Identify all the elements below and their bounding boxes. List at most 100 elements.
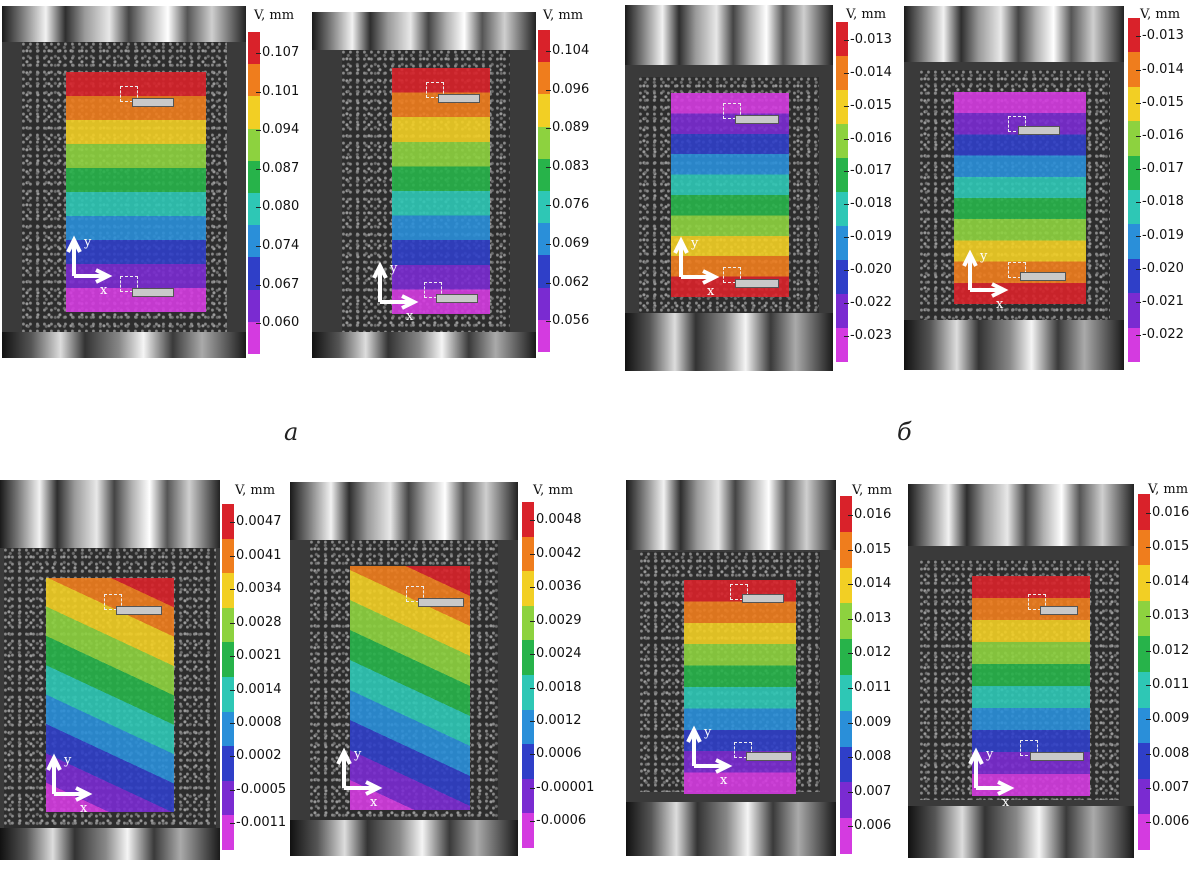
color-scale-segment <box>222 538 234 574</box>
color-scale-tick-label: -0.00001 <box>529 779 595 795</box>
axis-x-label: x <box>720 773 728 788</box>
color-scale-tick-label: 0.089 <box>545 120 590 136</box>
color-scale-segment <box>538 190 550 224</box>
gauge-label-tag <box>418 598 464 607</box>
color-scale-tick-label: 0.101 <box>255 83 300 99</box>
color-scale-tick-label: -0.014 <box>1136 61 1184 77</box>
color-scale-title: V, mm <box>1140 7 1181 22</box>
axis-y-label: y <box>389 261 398 276</box>
color-scale-segment <box>538 287 550 320</box>
gauge-point-marker <box>406 586 424 602</box>
color-scale-title: V, mm <box>254 8 295 23</box>
gauge-label-tag <box>1040 606 1078 615</box>
upper-platen <box>625 5 833 65</box>
color-scale-tick-label: -0.020 <box>844 262 892 278</box>
color-scale-tick-label: -0.014 <box>844 64 892 80</box>
axis-x-label: x <box>80 801 88 816</box>
color-scale-segment <box>248 160 260 193</box>
color-scale-segment <box>840 531 852 568</box>
color-scale-segment <box>522 813 534 848</box>
color-scale-tick-label: -0.017 <box>844 163 892 179</box>
color-scale-segment <box>248 289 260 322</box>
lower-platen <box>908 806 1134 858</box>
color-scale-tick-label: 0.083 <box>545 158 590 174</box>
color-scale-segment <box>1138 778 1150 815</box>
color-scale-segment <box>840 603 852 640</box>
color-scale-segment <box>538 94 550 127</box>
color-scale-title: V, mm <box>1148 482 1189 497</box>
color-scale-tick-label: 0.0002 <box>230 748 282 764</box>
color-scale-segment <box>1128 258 1140 294</box>
color-scale-tick-label: -0.016 <box>1136 127 1184 143</box>
upper-platen <box>312 12 536 50</box>
color-scale-segment <box>1128 18 1140 53</box>
lower-platen <box>0 828 220 860</box>
gauge-point-marker <box>723 267 741 283</box>
color-scale-tick-label: -0.023 <box>844 327 892 343</box>
color-scale-segment <box>1138 636 1150 672</box>
displacement-field-overlay <box>671 93 789 297</box>
color-scale-tick-label: 0.0042 <box>530 545 582 561</box>
color-scale-segment <box>222 711 234 747</box>
color-scale-segment <box>522 709 534 745</box>
color-scale-tick-label: -0.016 <box>844 130 892 146</box>
color-scale-segment <box>538 223 550 256</box>
color-scale-tick-label: 0.008 <box>847 749 892 765</box>
color-scale-tick-label: -0.021 <box>1136 294 1184 310</box>
gauge-label-tag <box>735 115 779 124</box>
color-scale-segment <box>840 710 852 747</box>
color-scale-segment <box>836 90 848 124</box>
displacement-field-overlay <box>66 72 206 312</box>
color-scale-tick-label: -0.017 <box>1136 161 1184 177</box>
color-scale-bar <box>248 32 260 354</box>
color-scale-tick-label: 0.014 <box>1145 573 1190 589</box>
color-scale-tick-label: 0.016 <box>847 507 892 523</box>
color-scale-segment <box>1138 707 1150 744</box>
axis-y-label: y <box>690 236 699 251</box>
color-scale-segment <box>522 571 534 606</box>
color-scale-tick-label: 0.056 <box>545 313 590 329</box>
color-scale-title: V, mm <box>852 483 893 498</box>
color-scale-segment <box>1128 327 1140 362</box>
gauge-label-tag <box>735 279 779 288</box>
color-scale-segment <box>1138 743 1150 779</box>
color-scale-bar <box>222 504 234 850</box>
upper-platen <box>2 6 246 42</box>
color-scale-tick-label: -0.0006 <box>529 813 587 829</box>
color-scale-segment <box>836 22 848 56</box>
color-scale-segment <box>222 573 234 608</box>
color-scale-segment <box>1138 529 1150 566</box>
color-scale-segment <box>840 782 852 819</box>
color-scale-segment <box>522 605 534 641</box>
color-scale-tick-label: 0.015 <box>1145 539 1190 555</box>
color-scale-tick-label: 0.008 <box>1145 745 1190 761</box>
color-scale-tick-label: 0.104 <box>545 43 590 59</box>
color-scale-segment <box>1138 494 1150 530</box>
color-scale-segment <box>1138 671 1150 708</box>
axis-x-label: x <box>1002 795 1010 810</box>
color-scale-tick-label: 0.067 <box>255 276 300 292</box>
color-scale-segment <box>522 640 534 675</box>
gauge-label-tag <box>1018 126 1060 135</box>
displacement-field-overlay <box>46 578 174 812</box>
gauge-point-marker <box>1020 740 1038 756</box>
color-scale-segment <box>836 124 848 158</box>
color-scale-tick-label: -0.022 <box>844 294 892 310</box>
gauge-point-marker <box>424 282 442 298</box>
gauge-point-marker <box>120 86 138 102</box>
lower-platen <box>625 313 833 371</box>
color-scale-bar <box>1138 494 1150 850</box>
axis-x-label: x <box>100 283 108 298</box>
color-scale-segment <box>840 674 852 711</box>
color-scale-tick-label: 0.015 <box>847 541 892 557</box>
color-scale-tick-label: -0.0011 <box>229 815 287 831</box>
color-scale-tick-label: 0.0034 <box>230 581 282 597</box>
color-scale-segment <box>248 64 260 97</box>
caption-a: а <box>284 418 299 446</box>
color-scale-tick-label: 0.0018 <box>530 679 582 695</box>
